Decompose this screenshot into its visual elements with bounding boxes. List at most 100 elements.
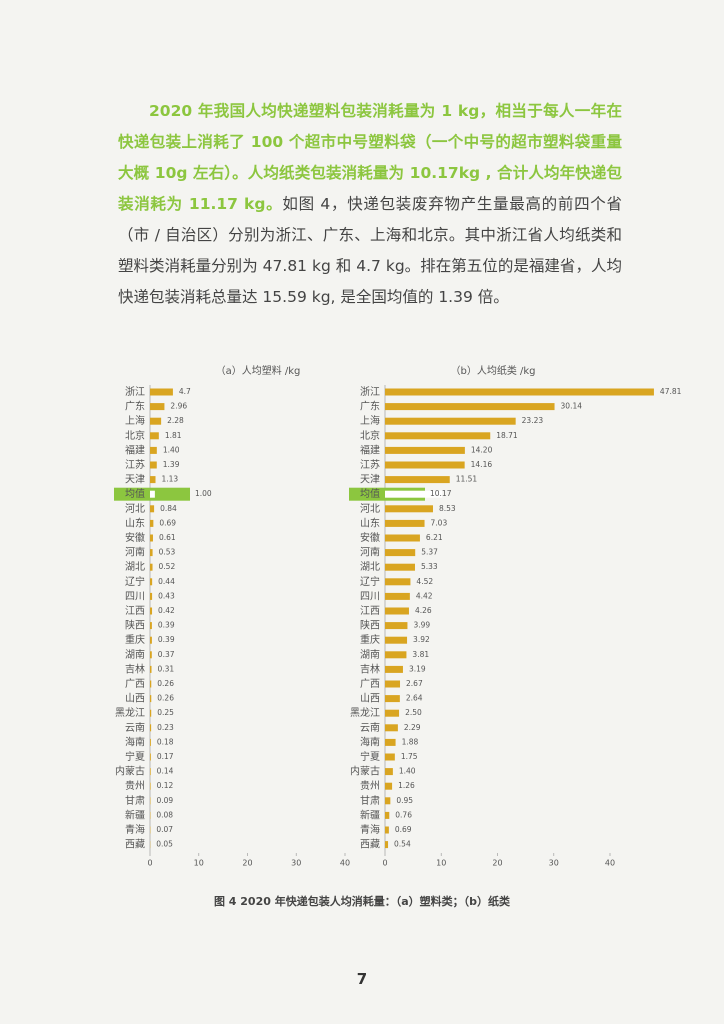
x-tick-label: 20 [242, 859, 252, 868]
category-label: 山东 [125, 516, 145, 529]
category-label: 贵州 [360, 779, 380, 792]
value-label: 2.28 [167, 416, 184, 425]
bar [150, 403, 165, 411]
category-label: 重庆 [125, 633, 145, 646]
value-label: 4.42 [416, 591, 433, 600]
category-label: 陕西 [125, 619, 145, 632]
value-label: 0.95 [396, 796, 413, 805]
category-label: 均值 [125, 487, 145, 500]
category-label: 福建 [125, 443, 145, 456]
category-label: 陕西 [360, 619, 380, 632]
value-label: 30.14 [561, 402, 583, 411]
value-label: 0.31 [158, 664, 175, 673]
x-tick-label: 30 [549, 859, 559, 868]
category-label: 天津 [125, 474, 145, 486]
value-label: 1.26 [398, 781, 415, 790]
category-label: 海南 [125, 735, 145, 748]
bar [150, 505, 155, 513]
value-label: 0.09 [156, 796, 173, 805]
bar [385, 607, 409, 615]
bar [385, 519, 425, 527]
value-label: 8.53 [439, 504, 456, 513]
category-label: 湖北 [360, 561, 380, 573]
value-label: 0.39 [158, 621, 175, 630]
value-label: 1.39 [163, 460, 180, 469]
value-label: 1.13 [162, 475, 179, 484]
value-label: 0.52 [159, 562, 176, 571]
category-label: 四川 [360, 591, 380, 602]
category-label: 天津 [360, 474, 380, 486]
x-tick-label: 10 [194, 859, 204, 868]
bar [150, 549, 153, 557]
category-label: 山西 [125, 693, 145, 705]
value-label: 0.26 [157, 679, 174, 688]
bar [150, 665, 152, 673]
category-label: 云南 [360, 721, 380, 734]
value-label: 0.69 [395, 825, 412, 834]
category-label: 湖南 [125, 648, 145, 661]
category-label: 四川 [125, 591, 145, 602]
category-label: 安徽 [125, 531, 145, 544]
value-label: 0.44 [158, 577, 175, 586]
page-number: 7 [356, 970, 368, 988]
category-label: 广东 [125, 400, 145, 413]
bar [150, 461, 157, 469]
value-label: 0.76 [395, 810, 412, 819]
bar [150, 622, 152, 630]
bar [150, 592, 153, 600]
category-label: 浙江 [360, 386, 380, 398]
category-label: 上海 [360, 414, 380, 427]
bar [385, 768, 393, 776]
bar [385, 753, 395, 761]
category-label: 重庆 [360, 633, 380, 646]
x-tick-label: 10 [436, 859, 446, 868]
category-label: 江苏 [125, 458, 145, 471]
chart-title: （b）人均纸类 /kg [450, 364, 535, 377]
bar [150, 607, 153, 615]
category-label: 广西 [125, 678, 145, 690]
bar [385, 797, 391, 805]
category-label: 甘肃 [360, 794, 380, 807]
bar [385, 841, 389, 849]
value-label: 0.53 [159, 548, 176, 557]
category-label: 江西 [125, 605, 145, 617]
category-label: 江西 [360, 605, 380, 617]
category-label: 北京 [360, 429, 380, 442]
category-label: 福建 [360, 443, 380, 456]
category-label: 海南 [360, 735, 380, 748]
bar [150, 738, 151, 746]
category-label: 新疆 [125, 808, 145, 821]
x-tick-label: 40 [340, 859, 350, 868]
x-tick-label: 30 [291, 859, 301, 868]
bar [150, 490, 155, 498]
value-label: 1.88 [402, 737, 419, 746]
category-label: 青海 [125, 823, 145, 836]
value-label: 4.7 [179, 387, 191, 396]
value-label: 14.20 [471, 445, 493, 454]
bar [150, 709, 152, 717]
category-label: 宁夏 [360, 750, 380, 763]
value-label: 3.99 [413, 621, 430, 630]
category-label: 山东 [360, 516, 380, 529]
x-tick-label: 40 [605, 859, 615, 868]
value-label: 47.81 [660, 387, 682, 396]
caption: 图 4 2020 年快递包装人均消耗量：（a）塑料类；（b）纸类 [213, 895, 511, 908]
bar [150, 753, 151, 761]
bar [385, 592, 410, 600]
bar [385, 534, 420, 542]
bar [385, 811, 390, 819]
category-label: 西藏 [360, 839, 380, 851]
value-label: 1.81 [165, 431, 182, 440]
category-label: 湖南 [360, 648, 380, 661]
category-label: 山西 [360, 693, 380, 705]
value-label: 2.67 [406, 679, 423, 688]
bar [385, 636, 408, 644]
value-label: 0.39 [158, 635, 175, 644]
bar [385, 709, 400, 717]
x-tick-label: 0 [147, 859, 152, 868]
value-label: 0.25 [157, 708, 174, 717]
value-label: 7.03 [431, 518, 448, 527]
value-label: 14.16 [471, 460, 493, 469]
category-label: 安徽 [360, 531, 380, 544]
